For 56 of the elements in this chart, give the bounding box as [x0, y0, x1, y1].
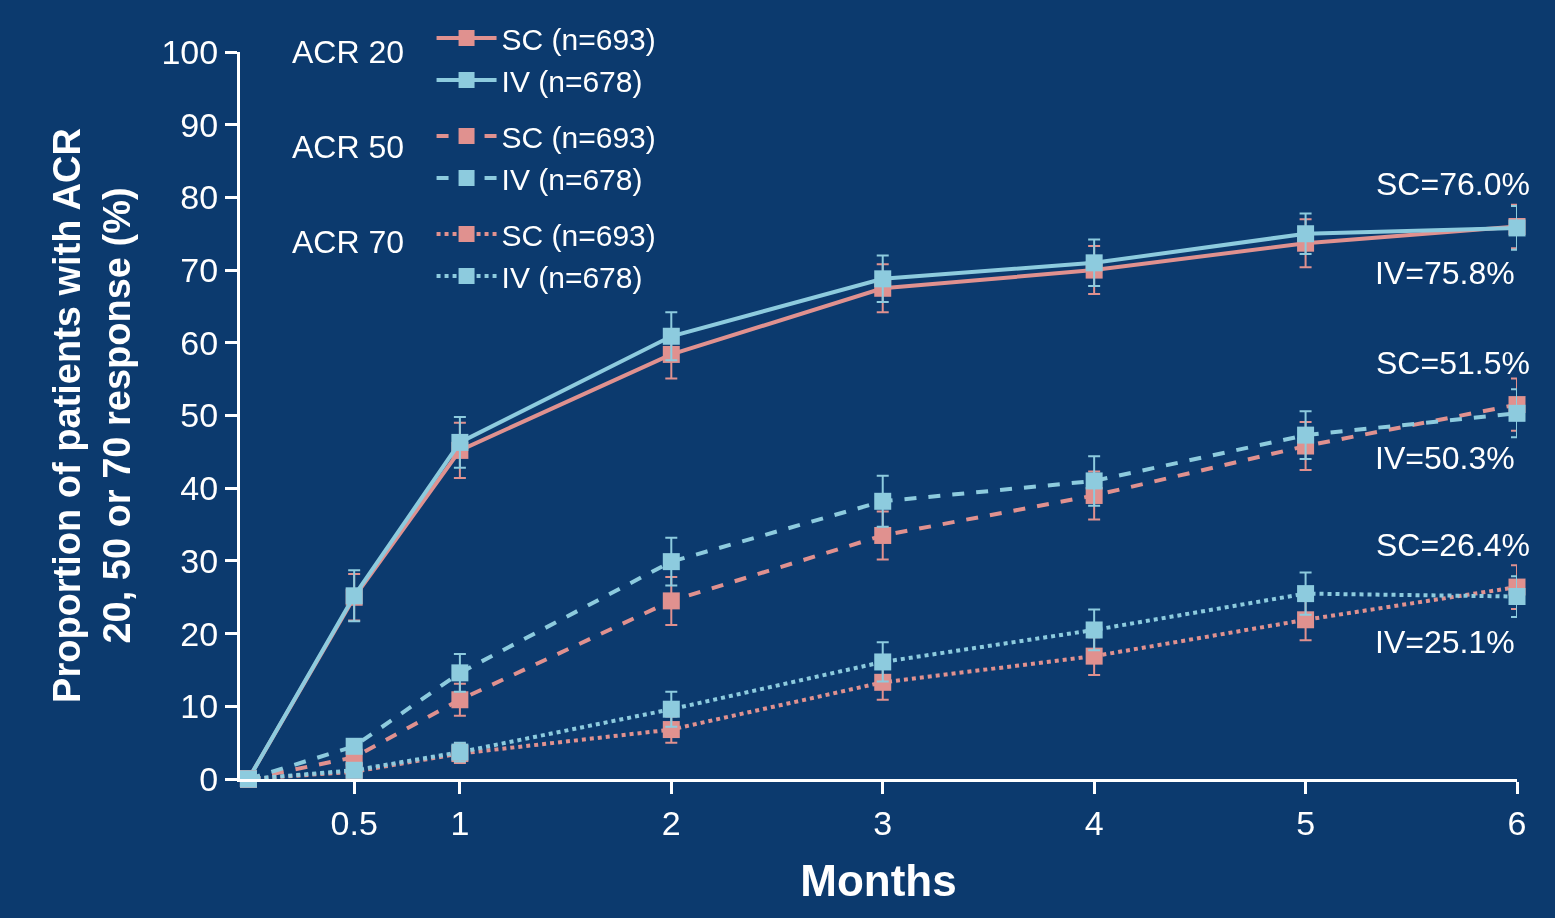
point — [1085, 647, 1103, 665]
point — [1085, 621, 1103, 639]
y-tick-label: 50 — [180, 396, 219, 435]
annotation: IV=75.8% — [1375, 255, 1515, 291]
x-tick-label: 0.5 — [330, 803, 378, 842]
point — [662, 700, 680, 718]
point — [1297, 426, 1315, 444]
annotation: SC=26.4% — [1376, 527, 1530, 563]
x-tick-label: 4 — [1084, 803, 1104, 842]
annotation: SC=76.0% — [1376, 166, 1530, 202]
legend-label: SC (n=693) — [501, 218, 656, 252]
point — [1297, 585, 1315, 603]
y-axis-title: Proportion of patients with ACR 20, 50 or 70 response (%) — [46, 128, 138, 703]
point — [1085, 254, 1103, 272]
x-tick-label: 6 — [1507, 803, 1527, 842]
point — [874, 270, 892, 288]
legend-label: SC (n=693) — [501, 22, 656, 56]
x-tick-label: 3 — [873, 803, 893, 842]
y-tick-label: 30 — [180, 541, 219, 580]
y-tick-label: 60 — [180, 323, 219, 362]
annotation: IV=50.3% — [1375, 440, 1515, 476]
point — [1508, 588, 1526, 606]
point — [1085, 472, 1103, 490]
point — [662, 553, 680, 571]
point — [874, 653, 892, 671]
point — [662, 327, 680, 345]
y-tick-label: 90 — [180, 105, 219, 144]
legend-label: IV (n=678) — [501, 260, 643, 294]
x-tick-label: 1 — [450, 803, 470, 842]
legend-label: SC (n=693) — [501, 120, 656, 154]
point — [662, 592, 680, 610]
legend-label: IV (n=678) — [501, 64, 643, 98]
annotation: ACR 20 — [292, 34, 405, 70]
point — [451, 664, 469, 682]
annotation: ACR 70 — [292, 224, 405, 260]
point — [874, 492, 892, 510]
y-tick-label: 0 — [199, 759, 219, 798]
point — [874, 526, 892, 544]
point — [451, 433, 469, 451]
y-tick-label: 20 — [180, 614, 219, 653]
point — [345, 737, 363, 755]
annotation: IV=25.1% — [1375, 624, 1515, 660]
point — [451, 691, 469, 709]
y-tick-label: 80 — [180, 178, 219, 217]
legend-label: IV (n=678) — [501, 162, 643, 196]
y-tick-label: 40 — [180, 469, 219, 508]
annotation: SC=51.5% — [1376, 345, 1530, 381]
point — [1297, 225, 1315, 243]
x-axis-title: Months — [800, 856, 957, 906]
x-tick-label: 5 — [1296, 803, 1316, 842]
x-tick-label: 2 — [661, 803, 681, 842]
y-tick-label: 70 — [180, 251, 219, 289]
point — [1508, 404, 1526, 422]
y-tick-label: 10 — [180, 687, 219, 726]
annotation: ACR 50 — [292, 129, 405, 165]
y-tick-label: 100 — [161, 32, 219, 71]
